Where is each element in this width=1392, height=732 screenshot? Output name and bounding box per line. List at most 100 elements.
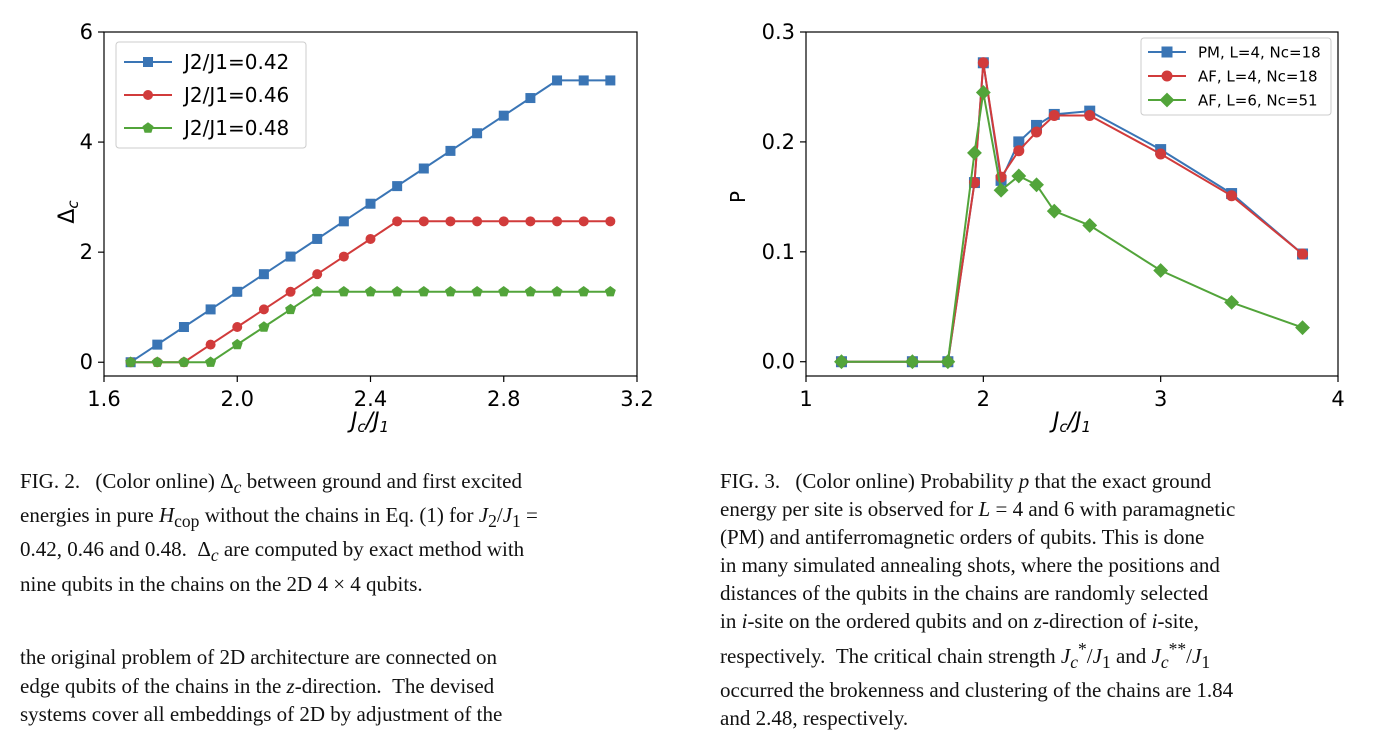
caption-line: energy per site is observed for L = 4 an… (720, 497, 1236, 521)
x-axis-label: Jc/J1 (347, 409, 389, 436)
x-axis-label: Jc/J1 (1049, 409, 1091, 436)
data-point (232, 322, 243, 333)
data-point (471, 286, 483, 297)
caption-line: respectively. The critical chain strengt… (720, 639, 1211, 673)
data-point (1082, 218, 1098, 233)
data-point (993, 182, 1009, 198)
data-point (285, 286, 296, 297)
y-tick-label: 0.1 (762, 240, 795, 264)
caption-line: distances of the qubits in the chains ar… (720, 581, 1209, 605)
figure-3-caption: FIG. 3. (Color online) Probability p tha… (720, 467, 1374, 732)
y-tick-label: 6 (80, 20, 93, 44)
data-point (178, 322, 189, 333)
data-point (1155, 148, 1167, 160)
x-tick-label: 4 (1331, 387, 1344, 411)
data-point (258, 304, 269, 315)
legend-label: J2/J1=0.42 (182, 50, 289, 74)
data-point (391, 286, 403, 297)
data-point (392, 181, 403, 192)
data-point (151, 356, 163, 367)
x-tick-label: 3.2 (620, 387, 653, 411)
data-point (205, 356, 217, 367)
y-tick-label: 4 (80, 130, 93, 154)
caption-line: (PM) and antiferromagnetic orders of qub… (720, 525, 1205, 549)
caption-line: energies in pure Hcop without the chains… (20, 503, 538, 532)
data-point (472, 128, 483, 139)
y-tick-label: 0 (80, 350, 93, 374)
figure-3-chart: 1 2 3 4 0.0 0.1 0.2 0.3 Jc/J1 P PM, L=4, Nc=18… (726, 20, 1345, 436)
legend-marker (1161, 46, 1173, 58)
figure-2-caption: FIG. 2. (Color online) Δc between ground… (20, 467, 672, 598)
data-point (338, 216, 349, 227)
x-tick-label: 3 (1154, 387, 1167, 411)
data-point (1031, 119, 1043, 131)
body-paragraph: the original problem of 2D architecture … (20, 643, 672, 729)
data-point (232, 286, 243, 297)
figure-label: FIG. 2. (20, 469, 81, 493)
body-line: edge qubits of the chains in the z-direc… (20, 673, 495, 698)
figure-2-chart: 1.6 2.0 2.4 2.8 3.2 0 2 4 6 Jc/J1 Δc J2/J1=0.42… (55, 20, 654, 436)
x-tick-label: 2 (977, 387, 990, 411)
series-line (841, 92, 1303, 363)
data-point (498, 110, 509, 121)
legend-label: J2/J1=0.48 (182, 116, 289, 140)
legend-marker (142, 122, 154, 133)
data-point (525, 216, 536, 227)
legend-label: AF, L=6, Nc=51 (1198, 91, 1318, 109)
legend-marker (143, 90, 153, 100)
data-point (338, 286, 350, 297)
x-tick-label: 2.0 (221, 387, 254, 411)
data-point (445, 145, 456, 156)
caption-line: FIG. 3. (Color online) Probability p tha… (720, 469, 1212, 493)
data-point (552, 216, 563, 227)
data-point (472, 216, 483, 227)
data-point (1011, 168, 1027, 184)
data-point (125, 356, 137, 367)
data-point (178, 356, 190, 367)
data-point (418, 286, 430, 297)
data-point (940, 354, 956, 370)
data-point (1224, 294, 1240, 310)
data-point (525, 93, 536, 104)
data-point (258, 321, 270, 332)
data-point (1153, 263, 1169, 278)
legend-marker (1159, 92, 1175, 108)
caption-line: occurred the brokenness and clustering o… (720, 678, 1234, 703)
data-point (977, 57, 989, 69)
data-point (1046, 203, 1062, 219)
caption-line: in many simulated annealing shots, where… (720, 553, 1220, 577)
data-point (338, 251, 349, 262)
legend-marker (143, 57, 153, 67)
data-point (312, 269, 323, 280)
data-point (418, 216, 429, 227)
y-tick-label: 0.0 (762, 350, 795, 374)
caption-line: 0.42, 0.46 and 0.48. Δc are computed by … (20, 537, 525, 566)
data-point (605, 216, 616, 227)
data-point (524, 286, 536, 297)
data-point (967, 145, 982, 161)
data-point (578, 75, 589, 86)
data-point (1013, 136, 1025, 148)
y-axis-label: P (726, 191, 750, 203)
data-point (1226, 190, 1238, 202)
caption-line: FIG. 2. (Color online) Δc between ground… (20, 469, 522, 498)
body-line: the original problem of 2D architecture … (20, 645, 497, 669)
series-line (130, 290, 611, 364)
data-point (552, 75, 563, 86)
data-point (578, 216, 589, 227)
x-tick-label: 1 (799, 387, 812, 411)
body-line: systems cover all embeddings of 2D by ad… (20, 702, 503, 726)
data-point (1295, 320, 1310, 336)
x-tick-label: 2.8 (487, 387, 520, 411)
data-point (365, 198, 376, 209)
legend-label: AF, L=4, Nc=18 (1198, 67, 1318, 85)
legend-label: PM, L=4, Nc=18 (1198, 43, 1321, 61)
data-point (445, 286, 456, 297)
data-point (551, 286, 563, 297)
data-point (605, 75, 616, 86)
y-axis-label: Δc (55, 200, 82, 224)
data-point (1029, 177, 1044, 193)
data-point (498, 286, 510, 297)
legend: PM, L=4, Nc=18 AF, L=4, Nc=18 AF, L=6, Nc=… (1140, 37, 1332, 116)
data-point (311, 286, 323, 297)
